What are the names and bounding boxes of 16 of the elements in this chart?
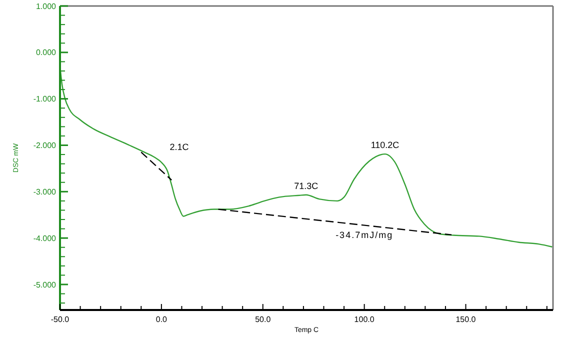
x-tick-label: 0.0 (156, 315, 168, 324)
y-tick-label: -1.000 (33, 94, 57, 104)
x-tick-label: 50.0 (255, 315, 272, 324)
x-tick-label: 100.0 (354, 315, 375, 324)
annotation: 2.1C (170, 142, 190, 152)
annotation: -34.7mJ/mg (336, 230, 394, 240)
annotation: 110.2C (370, 140, 400, 150)
x-tick-label: 150.0 (456, 315, 476, 324)
y-tick-label: -4.000 (33, 234, 57, 243)
y-tick-label: 1.000 (36, 2, 57, 11)
y-tick-label: 0.000 (36, 48, 57, 58)
y-tick-label: -2.000 (33, 141, 57, 150)
x-tick-label: -50.0 (50, 315, 70, 324)
annotation: 71.3C (294, 180, 319, 191)
y-tick-label: -3.000 (33, 187, 57, 196)
y-tick-label: -5.000 (33, 280, 57, 290)
